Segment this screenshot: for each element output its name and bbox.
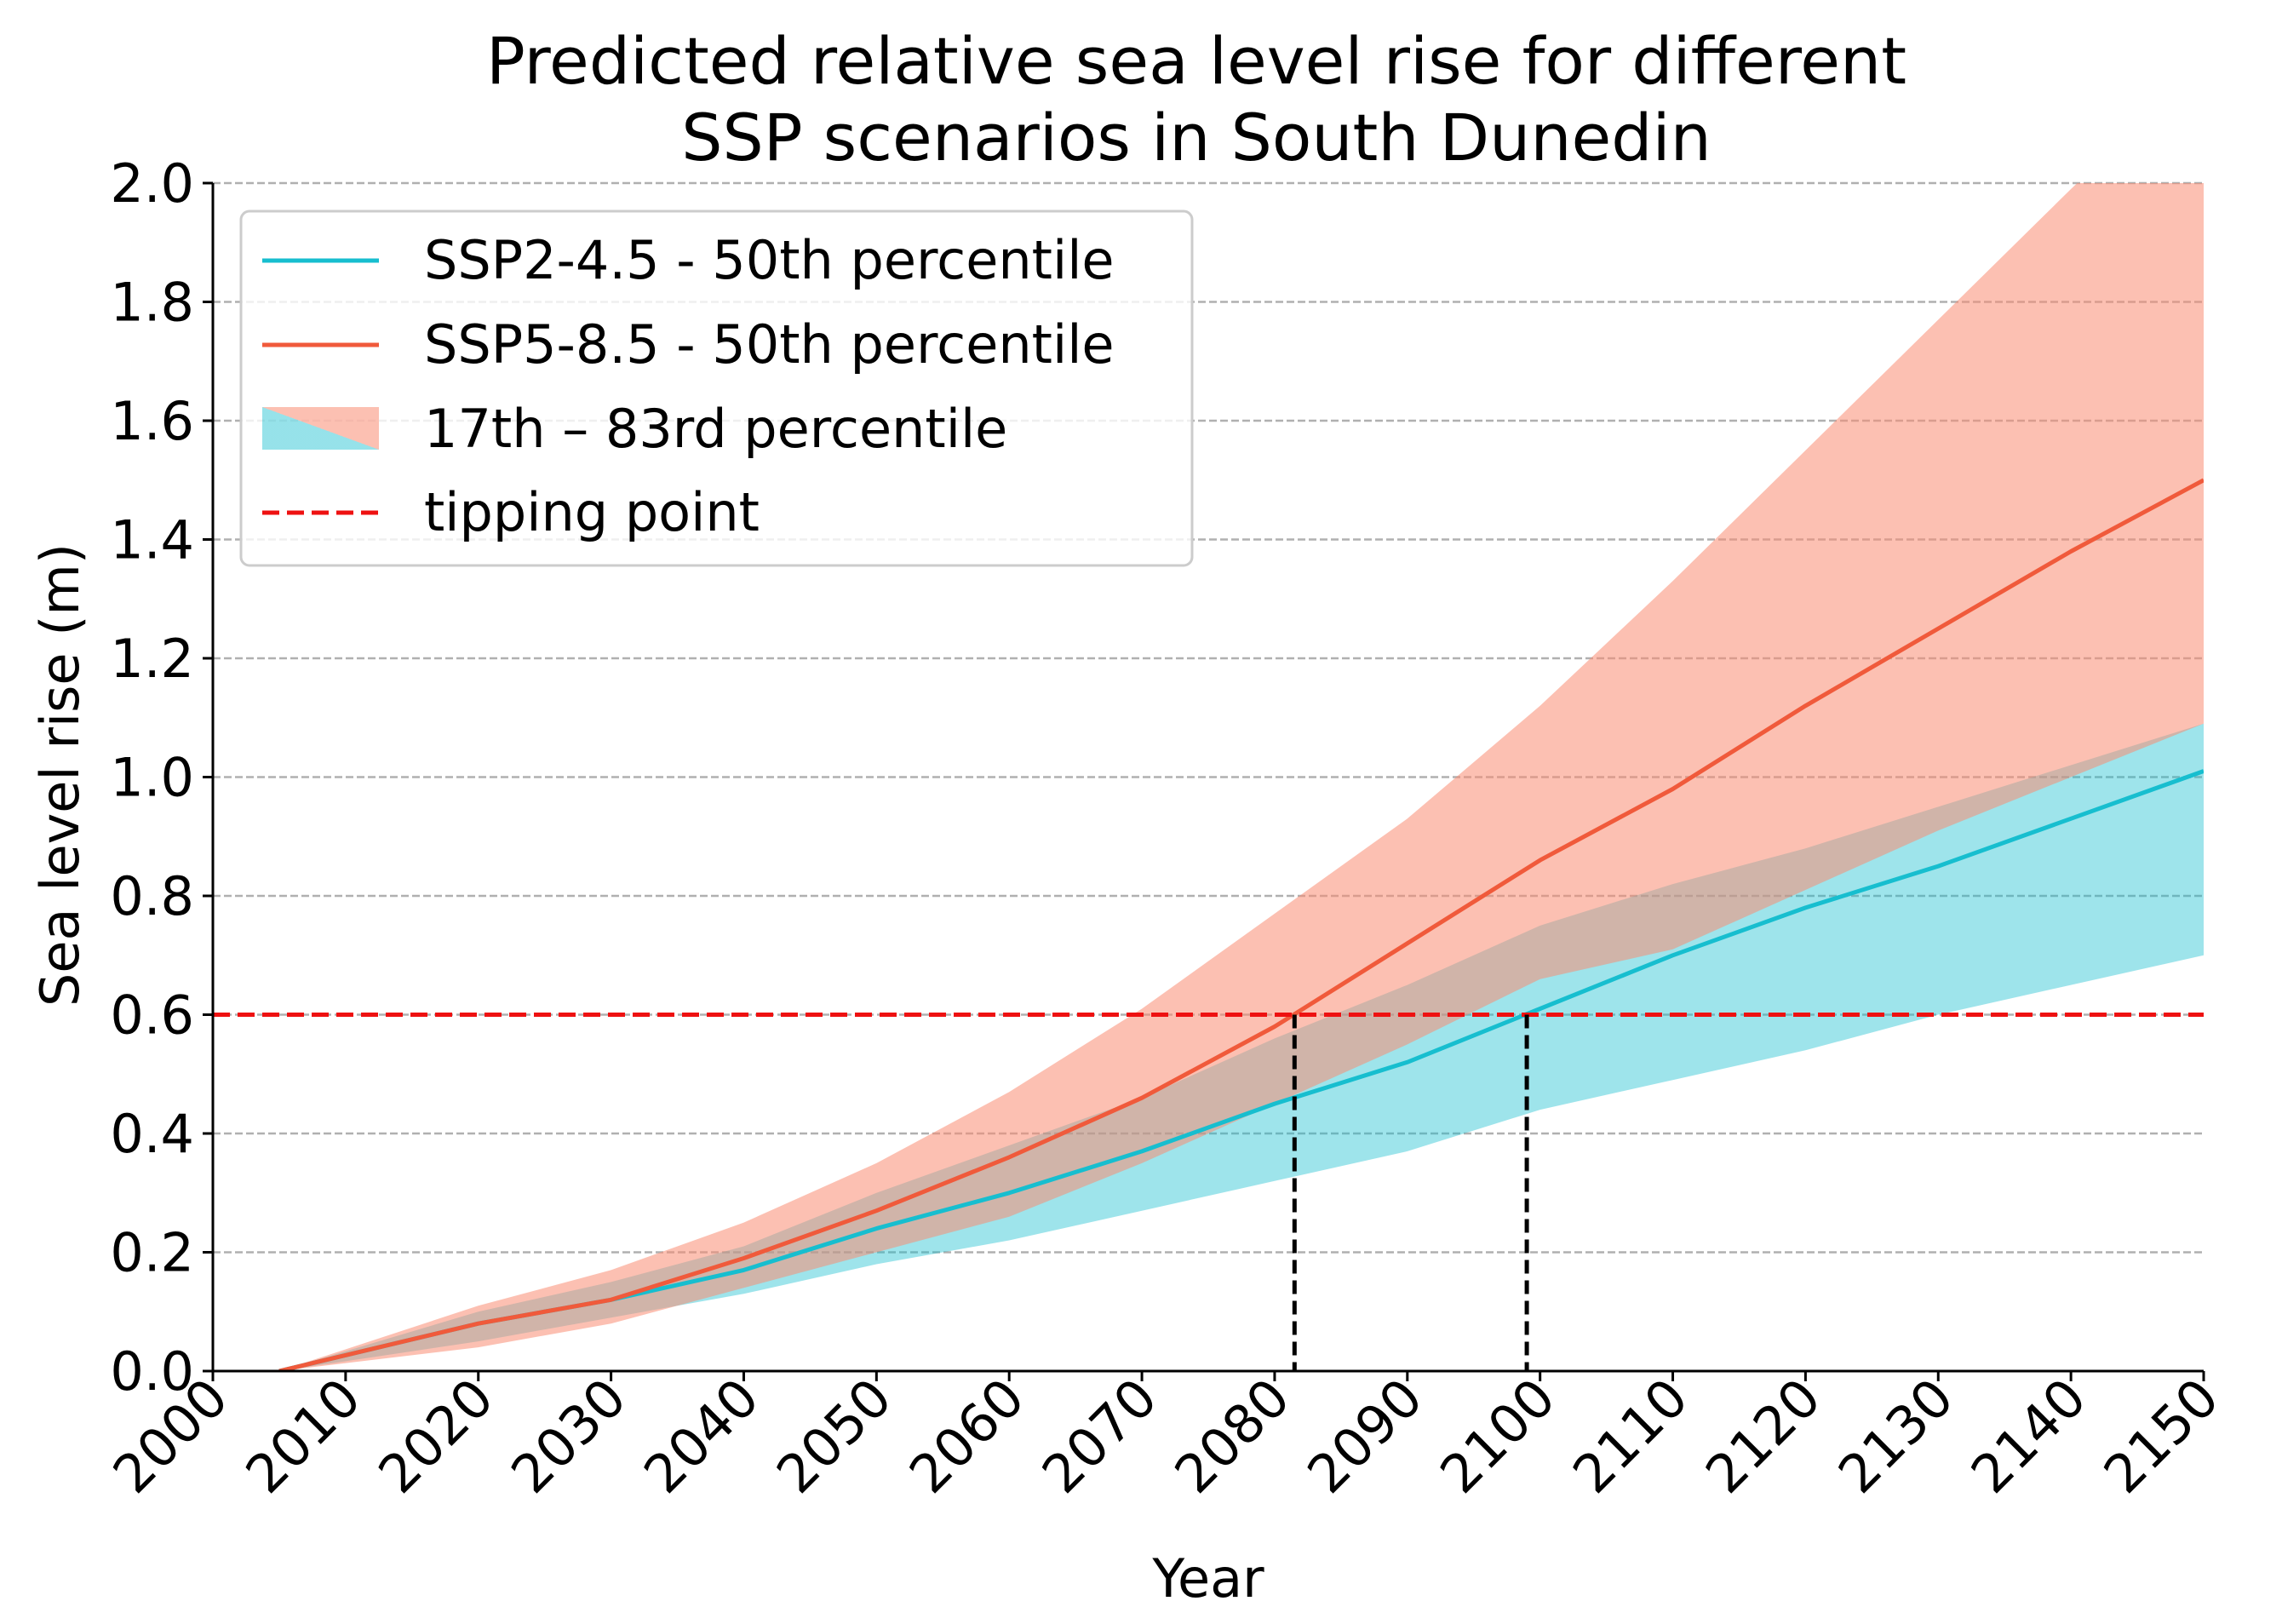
line-ssp245-median [278, 769, 2204, 1371]
y-tick-label: 1.2 [110, 628, 194, 690]
x-tick-label: 2030 [499, 1366, 638, 1505]
x-tick-label: 2050 [765, 1366, 903, 1505]
line-ssp585-median [278, 478, 2204, 1371]
x-tick-label: 2110 [1561, 1366, 1700, 1505]
y-tick-label: 0.4 [110, 1103, 194, 1165]
legend-label-tipping: tipping point [424, 481, 760, 543]
x-tick-label: 2140 [1959, 1366, 2098, 1505]
legend: SSP2-4.5 - 50th percentile SSP5-8.5 - 50… [239, 209, 1194, 567]
band-ssp585 [278, 183, 2204, 1371]
y-tick-label: 0.6 [110, 984, 194, 1047]
y-axis-label: Sea level rise (m) [29, 543, 91, 1007]
legend-label-band: 17th – 83rd percentile [424, 398, 1007, 460]
y-tick-label: 1.6 [110, 390, 194, 452]
legend-label-ssp245: SSP2-4.5 - 50th percentile [424, 229, 1115, 291]
y-tick-label: 1.4 [110, 509, 194, 571]
x-tick-label: 2010 [233, 1366, 372, 1505]
y-tick-label: 1.8 [110, 272, 194, 334]
plot-area [213, 183, 2204, 1371]
y-tick-label: 2.0 [110, 152, 194, 215]
legend-label-ssp585: SSP5-8.5 - 50th percentile [424, 313, 1115, 376]
x-tick-label: 2120 [1694, 1366, 1832, 1505]
x-tick-label: 2040 [632, 1366, 771, 1505]
x-tick-label: 2080 [1163, 1366, 1302, 1505]
x-tick-label: 2100 [1428, 1366, 1567, 1505]
x-tick-label: 2150 [2092, 1366, 2231, 1505]
y-tick-label: 0.8 [110, 865, 194, 927]
x-tick-label: 2090 [1295, 1366, 1434, 1505]
x-tick-label: 2020 [366, 1366, 505, 1505]
y-tick-label: 0.0 [110, 1340, 194, 1403]
y-tick-label: 1.0 [110, 747, 194, 809]
x-tick-label: 2130 [1826, 1366, 1965, 1505]
chart-title-line-1: Predicted relative sea level rise for di… [486, 23, 1906, 99]
chart-title-line-2: SSP scenarios in South Dunedin [681, 100, 1712, 175]
y-tick-label: 0.2 [110, 1222, 194, 1284]
legend-frame [239, 209, 1194, 567]
x-axis-label: Year [1151, 1547, 1264, 1610]
x-tick-label: 2070 [1030, 1366, 1169, 1505]
x-tick-label: 2060 [897, 1366, 1036, 1505]
legend-swatch-band [262, 407, 379, 450]
